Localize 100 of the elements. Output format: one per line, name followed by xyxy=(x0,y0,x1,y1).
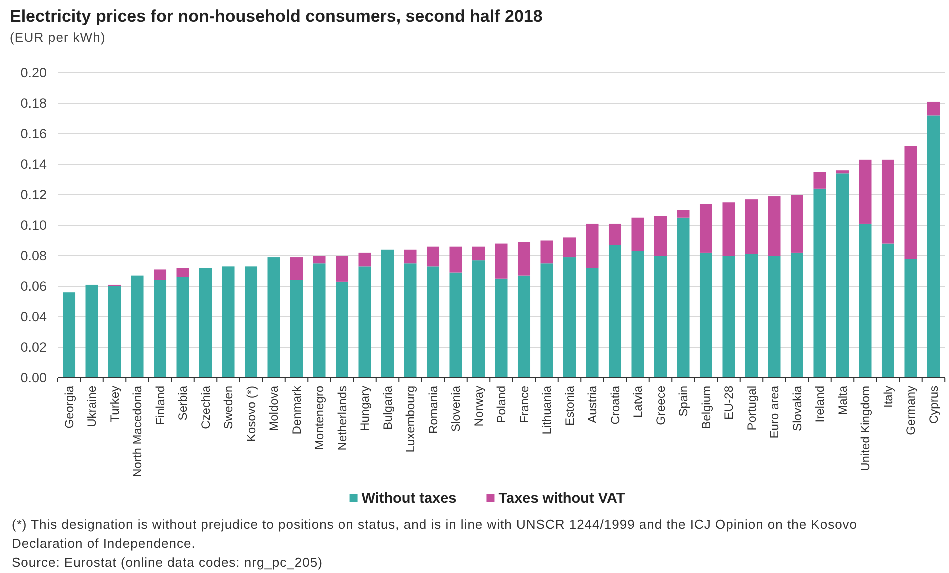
x-tick-label: Latvia xyxy=(631,386,646,418)
y-tick-label: 0.00 xyxy=(20,370,47,386)
x-tick-label: Portugal xyxy=(744,386,759,431)
x-tick-label: Ukraine xyxy=(85,386,100,428)
bar xyxy=(86,284,98,378)
bar xyxy=(745,254,758,378)
x-tick-label: Austria xyxy=(586,386,600,424)
bar xyxy=(131,276,144,378)
x-tick-label: France xyxy=(517,386,532,424)
bar xyxy=(790,252,804,378)
chart-subtitle: (EUR per kWh) xyxy=(10,30,106,45)
bar xyxy=(586,224,599,268)
y-tick-label: 0.14 xyxy=(20,156,48,172)
bar xyxy=(563,238,576,258)
y-tick-label: 0.06 xyxy=(20,278,47,294)
bar xyxy=(700,204,712,253)
bar xyxy=(108,286,122,378)
y-tick-label: 0.08 xyxy=(20,248,47,264)
bar xyxy=(563,258,576,378)
bar xyxy=(586,268,599,378)
bar xyxy=(426,266,440,378)
bar xyxy=(313,264,326,378)
x-tick-label: Croatia xyxy=(608,386,622,425)
x-tick-label: Bulgaria xyxy=(380,386,395,430)
bar xyxy=(677,218,690,378)
bar xyxy=(518,242,531,276)
x-tick-label: Spain xyxy=(676,386,691,417)
bar xyxy=(336,282,349,378)
bar xyxy=(313,256,326,264)
text: (*) This designation is without prejudice to positions on status, and is in line with UNSCR 1244/1999 and the ICJ Opinion on the Kosovo Declaration of Independence. xyxy=(12,517,858,551)
x-tick-label: Serbia xyxy=(176,386,190,421)
bar xyxy=(790,195,804,253)
y-tick-label: 0.18 xyxy=(20,96,47,111)
x-tick-label: United Kingdom xyxy=(858,386,873,472)
bar xyxy=(677,210,690,218)
bar xyxy=(404,264,417,378)
x-tick-label: Netherlands xyxy=(335,386,350,451)
bar xyxy=(268,258,280,378)
bar xyxy=(176,277,190,378)
bar xyxy=(200,268,212,378)
bar xyxy=(336,256,349,282)
x-tick-label: Belgium xyxy=(699,386,714,430)
legend-label: Without taxes xyxy=(362,491,457,507)
bar xyxy=(472,246,486,261)
bar xyxy=(154,280,167,378)
bar xyxy=(654,256,667,378)
bar xyxy=(904,259,918,378)
x-tick-label: Malta xyxy=(836,386,850,416)
x-tick-label: Luxembourg xyxy=(404,386,418,453)
x-tick-label: Lithuania xyxy=(540,386,554,435)
bar xyxy=(222,266,235,378)
bar xyxy=(450,272,462,378)
bar xyxy=(358,266,372,378)
bar xyxy=(404,250,417,264)
x-tick-label: North Macedonia xyxy=(130,386,145,478)
x-tick-label: Moldova xyxy=(267,386,282,432)
bar xyxy=(426,246,440,267)
bar xyxy=(290,258,304,280)
y-tick-label: 0.10 xyxy=(20,218,47,233)
x-tick-label: Sweden xyxy=(222,386,236,430)
x-tick-label: Czechia xyxy=(198,386,213,430)
source-note: Source: Eurostat (online data codes: nrg_pc_205) xyxy=(12,555,323,570)
x-tick-label: Greece xyxy=(654,386,668,426)
bar xyxy=(540,264,554,378)
bar xyxy=(518,276,531,378)
y-tick-label: 0.04 xyxy=(20,309,48,324)
bar xyxy=(745,200,758,254)
bar xyxy=(927,102,940,116)
x-tick-label: Ireland xyxy=(813,386,828,423)
x-tick-label: Estonia xyxy=(562,386,577,426)
bar xyxy=(768,196,781,256)
bar xyxy=(882,244,894,378)
bar xyxy=(154,270,167,280)
x-tick-label: Georgia xyxy=(62,386,76,429)
x-tick-label: Finland xyxy=(153,386,168,426)
x-tick-label: Hungary xyxy=(358,386,372,432)
x-tick-label: Denmark xyxy=(290,385,304,435)
bar xyxy=(632,218,644,252)
bar xyxy=(836,170,849,174)
x-tick-label: Poland xyxy=(494,386,509,424)
x-tick-label: Slovenia xyxy=(449,386,464,432)
bar xyxy=(245,266,258,378)
x-tick-label: Cyprus xyxy=(926,386,941,424)
bar xyxy=(654,216,667,256)
bar xyxy=(927,116,940,378)
bar xyxy=(722,202,736,256)
bar xyxy=(904,146,918,260)
y-tick-label: 0.20 xyxy=(20,65,47,80)
x-tick-label: Germany xyxy=(904,386,918,436)
bar xyxy=(495,244,508,279)
bar xyxy=(290,280,304,378)
bar xyxy=(495,278,508,378)
bar xyxy=(882,160,894,244)
bar xyxy=(176,268,190,278)
bar xyxy=(358,252,372,267)
y-tick-label: 0.16 xyxy=(20,126,47,142)
x-tick-label: Romania xyxy=(426,386,440,434)
x-tick-label: Turkey xyxy=(108,386,122,422)
x-tick-label: Italy xyxy=(881,386,896,408)
bar xyxy=(814,188,826,378)
